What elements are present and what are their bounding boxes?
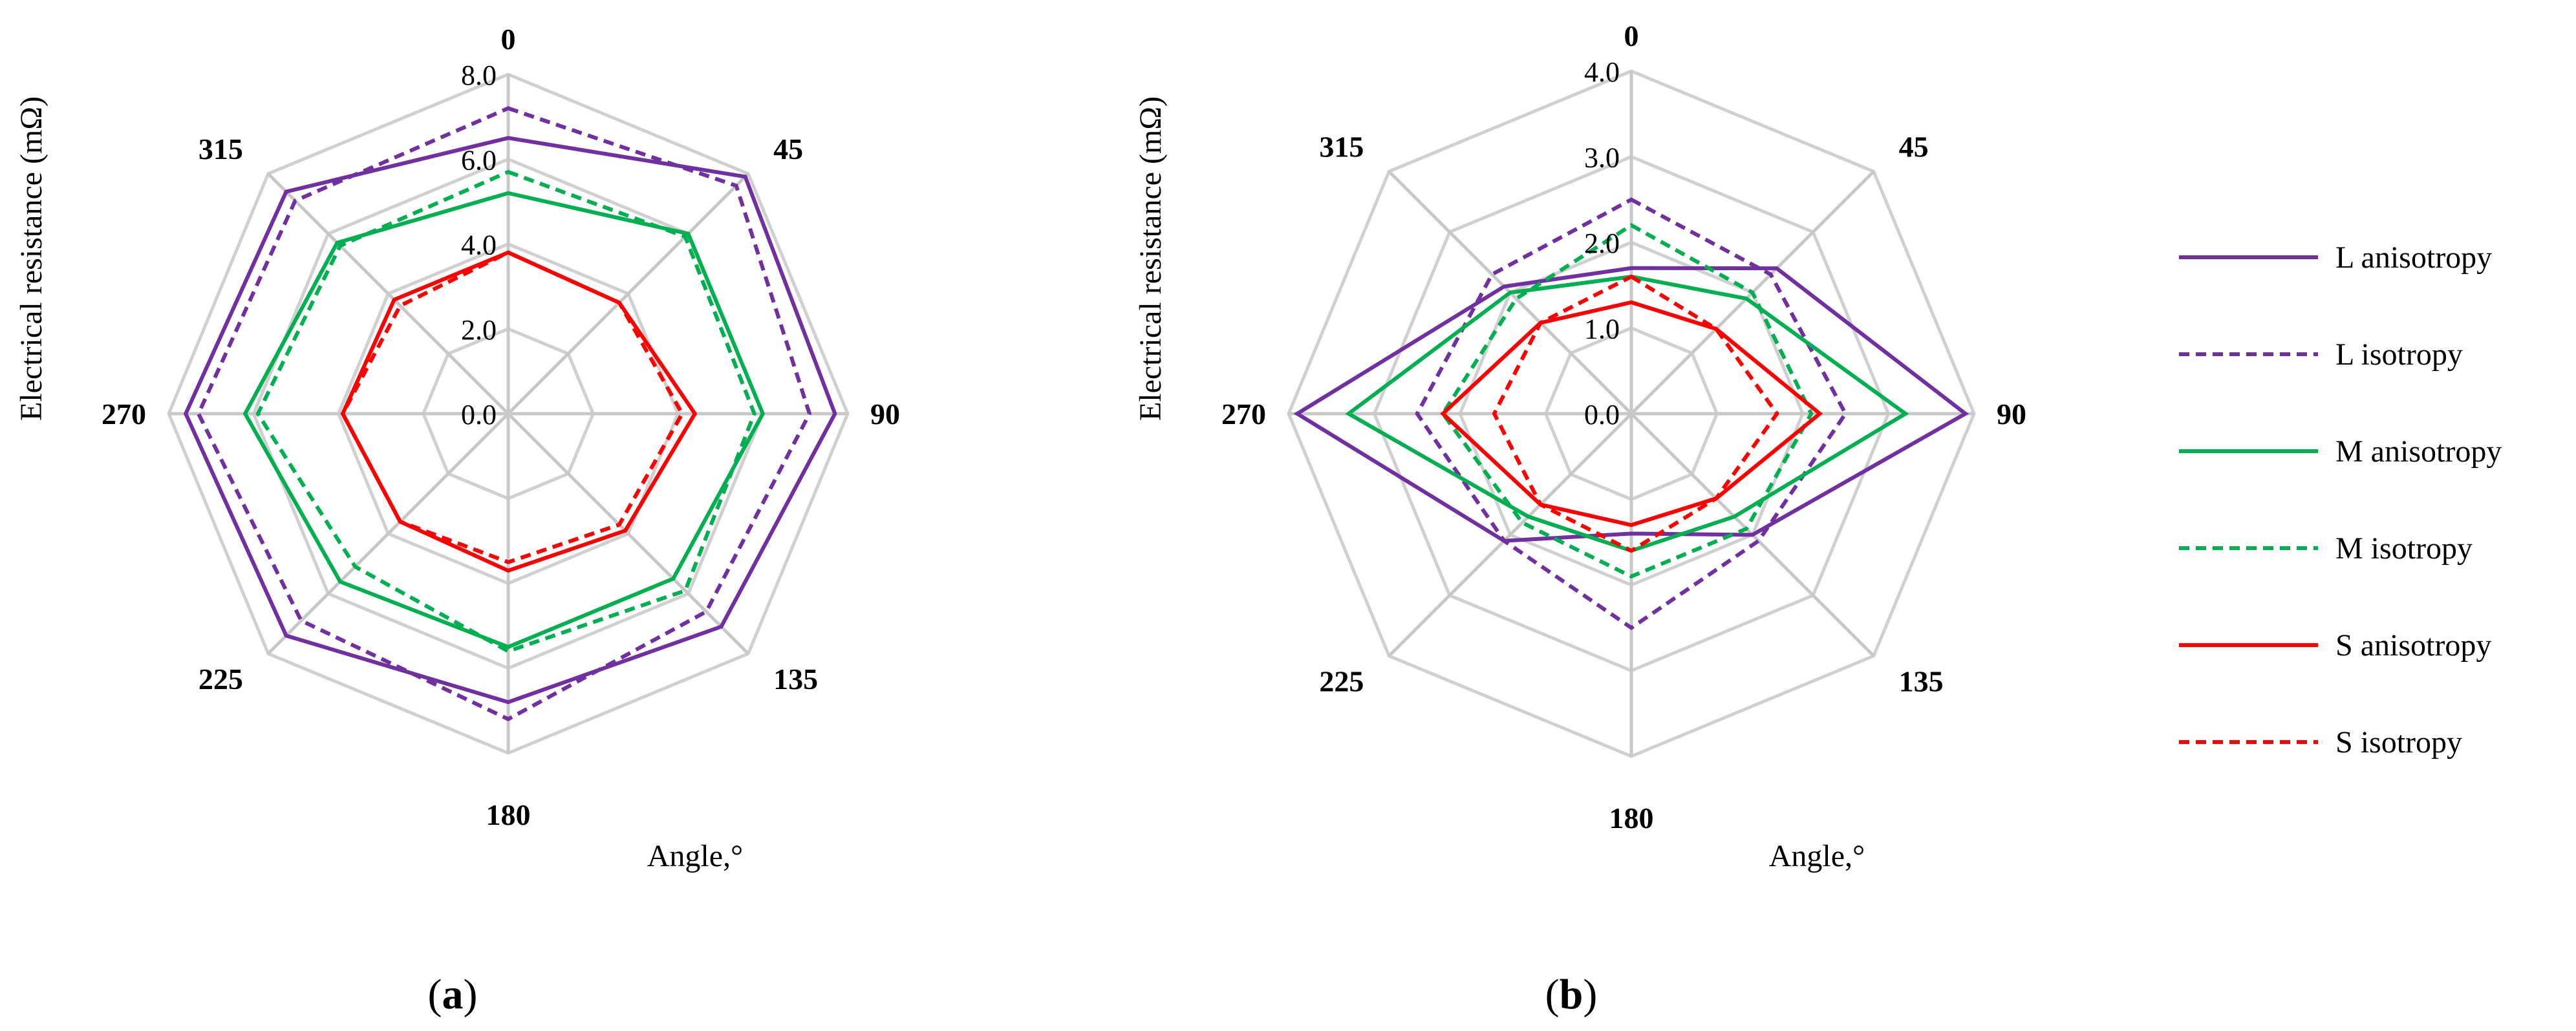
y-axis-label: Electrical resistance (mΩ) [14,96,48,421]
legend-label: M isotropy [2335,531,2473,566]
grid-spoke [267,412,510,655]
series-s-isotropy [340,250,685,564]
angle-label-45: 45 [773,133,803,165]
angle-label-90: 90 [870,398,900,430]
x-axis-label: Angle,° [1769,839,1865,873]
radar-panel-a: 0.0 2.0 4.0 6.0 8.00 45 90 135 180 225 270 315 Elect… [14,23,900,873]
angle-label-315: 315 [199,133,243,165]
angle-label-0: 0 [501,23,516,56]
series-s-isotropy [1492,274,1779,553]
angle-label-180: 180 [1609,802,1654,834]
panel-label-a: (a) [428,971,478,1018]
angle-label-180: 180 [486,798,531,831]
grid-spoke [1388,412,1633,657]
series-m-isotropy [1440,223,1814,579]
angle-label-225: 225 [199,663,243,696]
angle-label-135: 135 [1899,665,1944,698]
series-s-anisotropy [340,250,698,573]
grid-spoke [267,173,510,415]
angle-label-0: 0 [1624,19,1639,52]
angle-label-270: 270 [102,398,146,430]
series-l-anisotropy [183,136,837,705]
series-s-anisotropy [1440,300,1823,527]
panel-label-b: (b) [1545,971,1598,1018]
grid-spoke [507,412,749,655]
radial-tick-label: 2.0 [1584,228,1620,259]
x-axis-label: Angle,° [647,839,744,873]
radial-tick-label: 4.0 [1584,56,1620,88]
angle-label-45: 45 [1899,130,1929,163]
series-l-isotropy [1415,197,1848,630]
angle-label-270: 270 [1221,398,1266,430]
radial-tick-label: 0.0 [461,399,497,430]
radial-tick-label: 6.0 [461,144,497,176]
legend-label: L anisotropy [2335,240,2492,275]
radial-tick-label: 8.0 [461,59,497,91]
legend-label: S isotropy [2335,725,2462,760]
radial-tick-label: 4.0 [461,229,497,261]
angle-label-135: 135 [773,663,818,696]
series-m-isotropy [255,169,757,654]
legend-label: L isotropy [2335,337,2463,372]
grid-spoke [507,173,749,415]
radial-tick-label: 0.0 [1584,399,1620,430]
angle-label-225: 225 [1319,665,1364,698]
legend-label: M anisotropy [2335,434,2502,469]
y-axis-label: Electrical resistance (mΩ) [1133,96,1168,421]
angle-label-90: 90 [1997,398,2026,430]
radar-panel-b: 0.0 1.0 2.0 3.0 4.00 45 90 135 180 225 270 315 Elect… [1133,19,2026,873]
legend: L anisotropy L isotropy M anisotropy M isot… [2179,240,2502,760]
series-m-anisotropy [242,191,766,650]
legend-label: S anisotropy [2335,628,2491,663]
angle-label-315: 315 [1319,130,1364,163]
radial-tick-label: 2.0 [461,314,497,346]
radial-tick-label: 3.0 [1584,142,1620,174]
series-l-anisotropy [1293,266,1970,543]
radial-tick-label: 1.0 [1584,314,1620,345]
series-l-isotropy [196,106,812,721]
